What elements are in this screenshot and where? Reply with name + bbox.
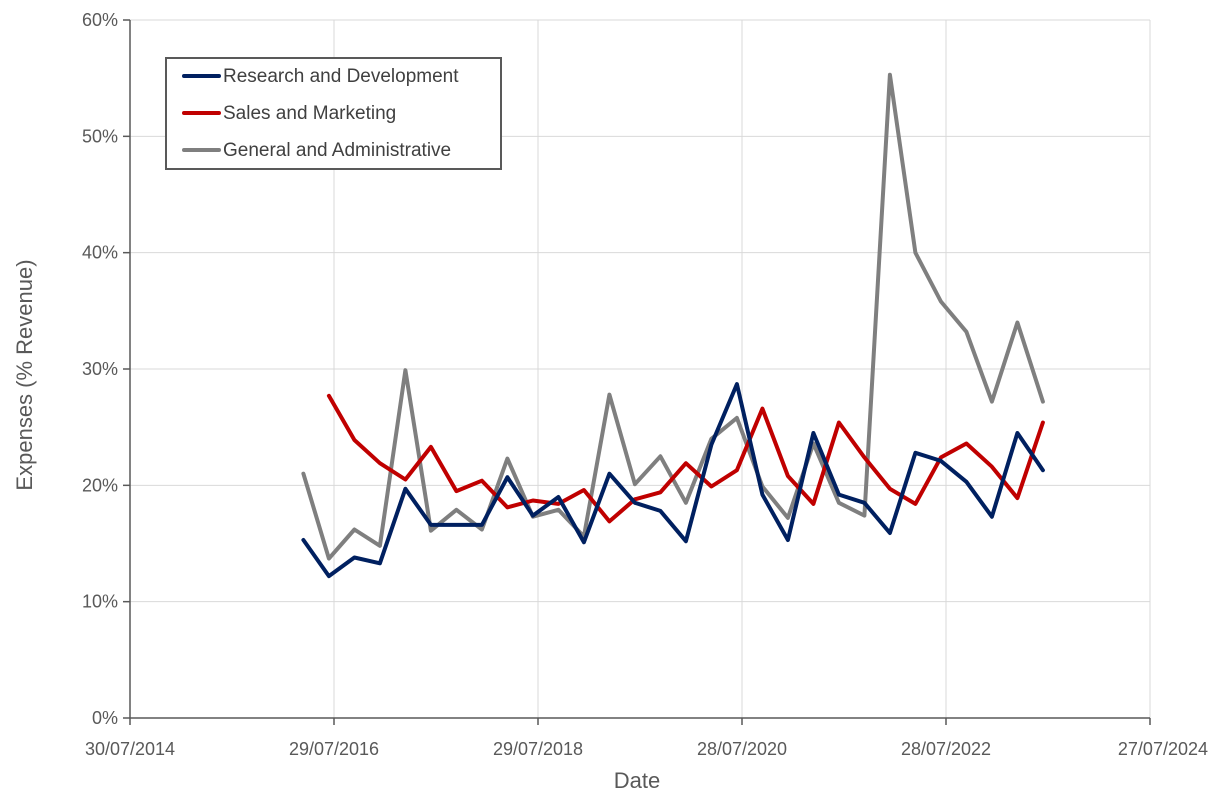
x-tick-label: 27/07/2024	[1118, 739, 1208, 759]
x-tick-label: 29/07/2016	[289, 739, 379, 759]
x-tick-label: 29/07/2018	[493, 739, 583, 759]
axes	[123, 19, 1151, 725]
x-tick-labels: 30/07/2014 29/07/2016 29/07/2018 28/07/2020…	[85, 739, 1208, 759]
x-tick-label: 28/07/2020	[697, 739, 787, 759]
x-tick-label: 28/07/2022	[901, 739, 991, 759]
y-tick-label: 40%	[82, 243, 118, 263]
gridlines	[130, 19, 1151, 718]
legend-label-general-and-administrative: General and Administrative	[223, 140, 451, 161]
y-tick-label: 30%	[82, 359, 118, 379]
legend-label-research-and-development: Research and Development	[223, 66, 459, 87]
legend-box	[165, 57, 502, 170]
series-lines	[301, 72, 1045, 579]
y-axis-title: Expenses (% Revenue)	[12, 259, 37, 490]
y-tick-label: 60%	[82, 10, 118, 30]
x-tick-label: 30/07/2014	[85, 739, 175, 759]
legend-label-sales-and-marketing: Sales and Marketing	[223, 103, 396, 124]
x-axis-title: Date	[614, 768, 660, 793]
y-tick-label: 10%	[82, 592, 118, 612]
y-tick-label: 0%	[92, 708, 118, 728]
y-tick-label: 50%	[82, 126, 118, 146]
series-line-sales-and-marketing	[326, 393, 1045, 524]
legend: Research and Development Sales and Marke…	[165, 57, 502, 170]
series-line-research-and-development	[301, 382, 1045, 579]
y-tick-labels: 0% 10% 20% 30% 40% 50% 60%	[82, 10, 118, 728]
y-tick-label: 20%	[82, 475, 118, 495]
